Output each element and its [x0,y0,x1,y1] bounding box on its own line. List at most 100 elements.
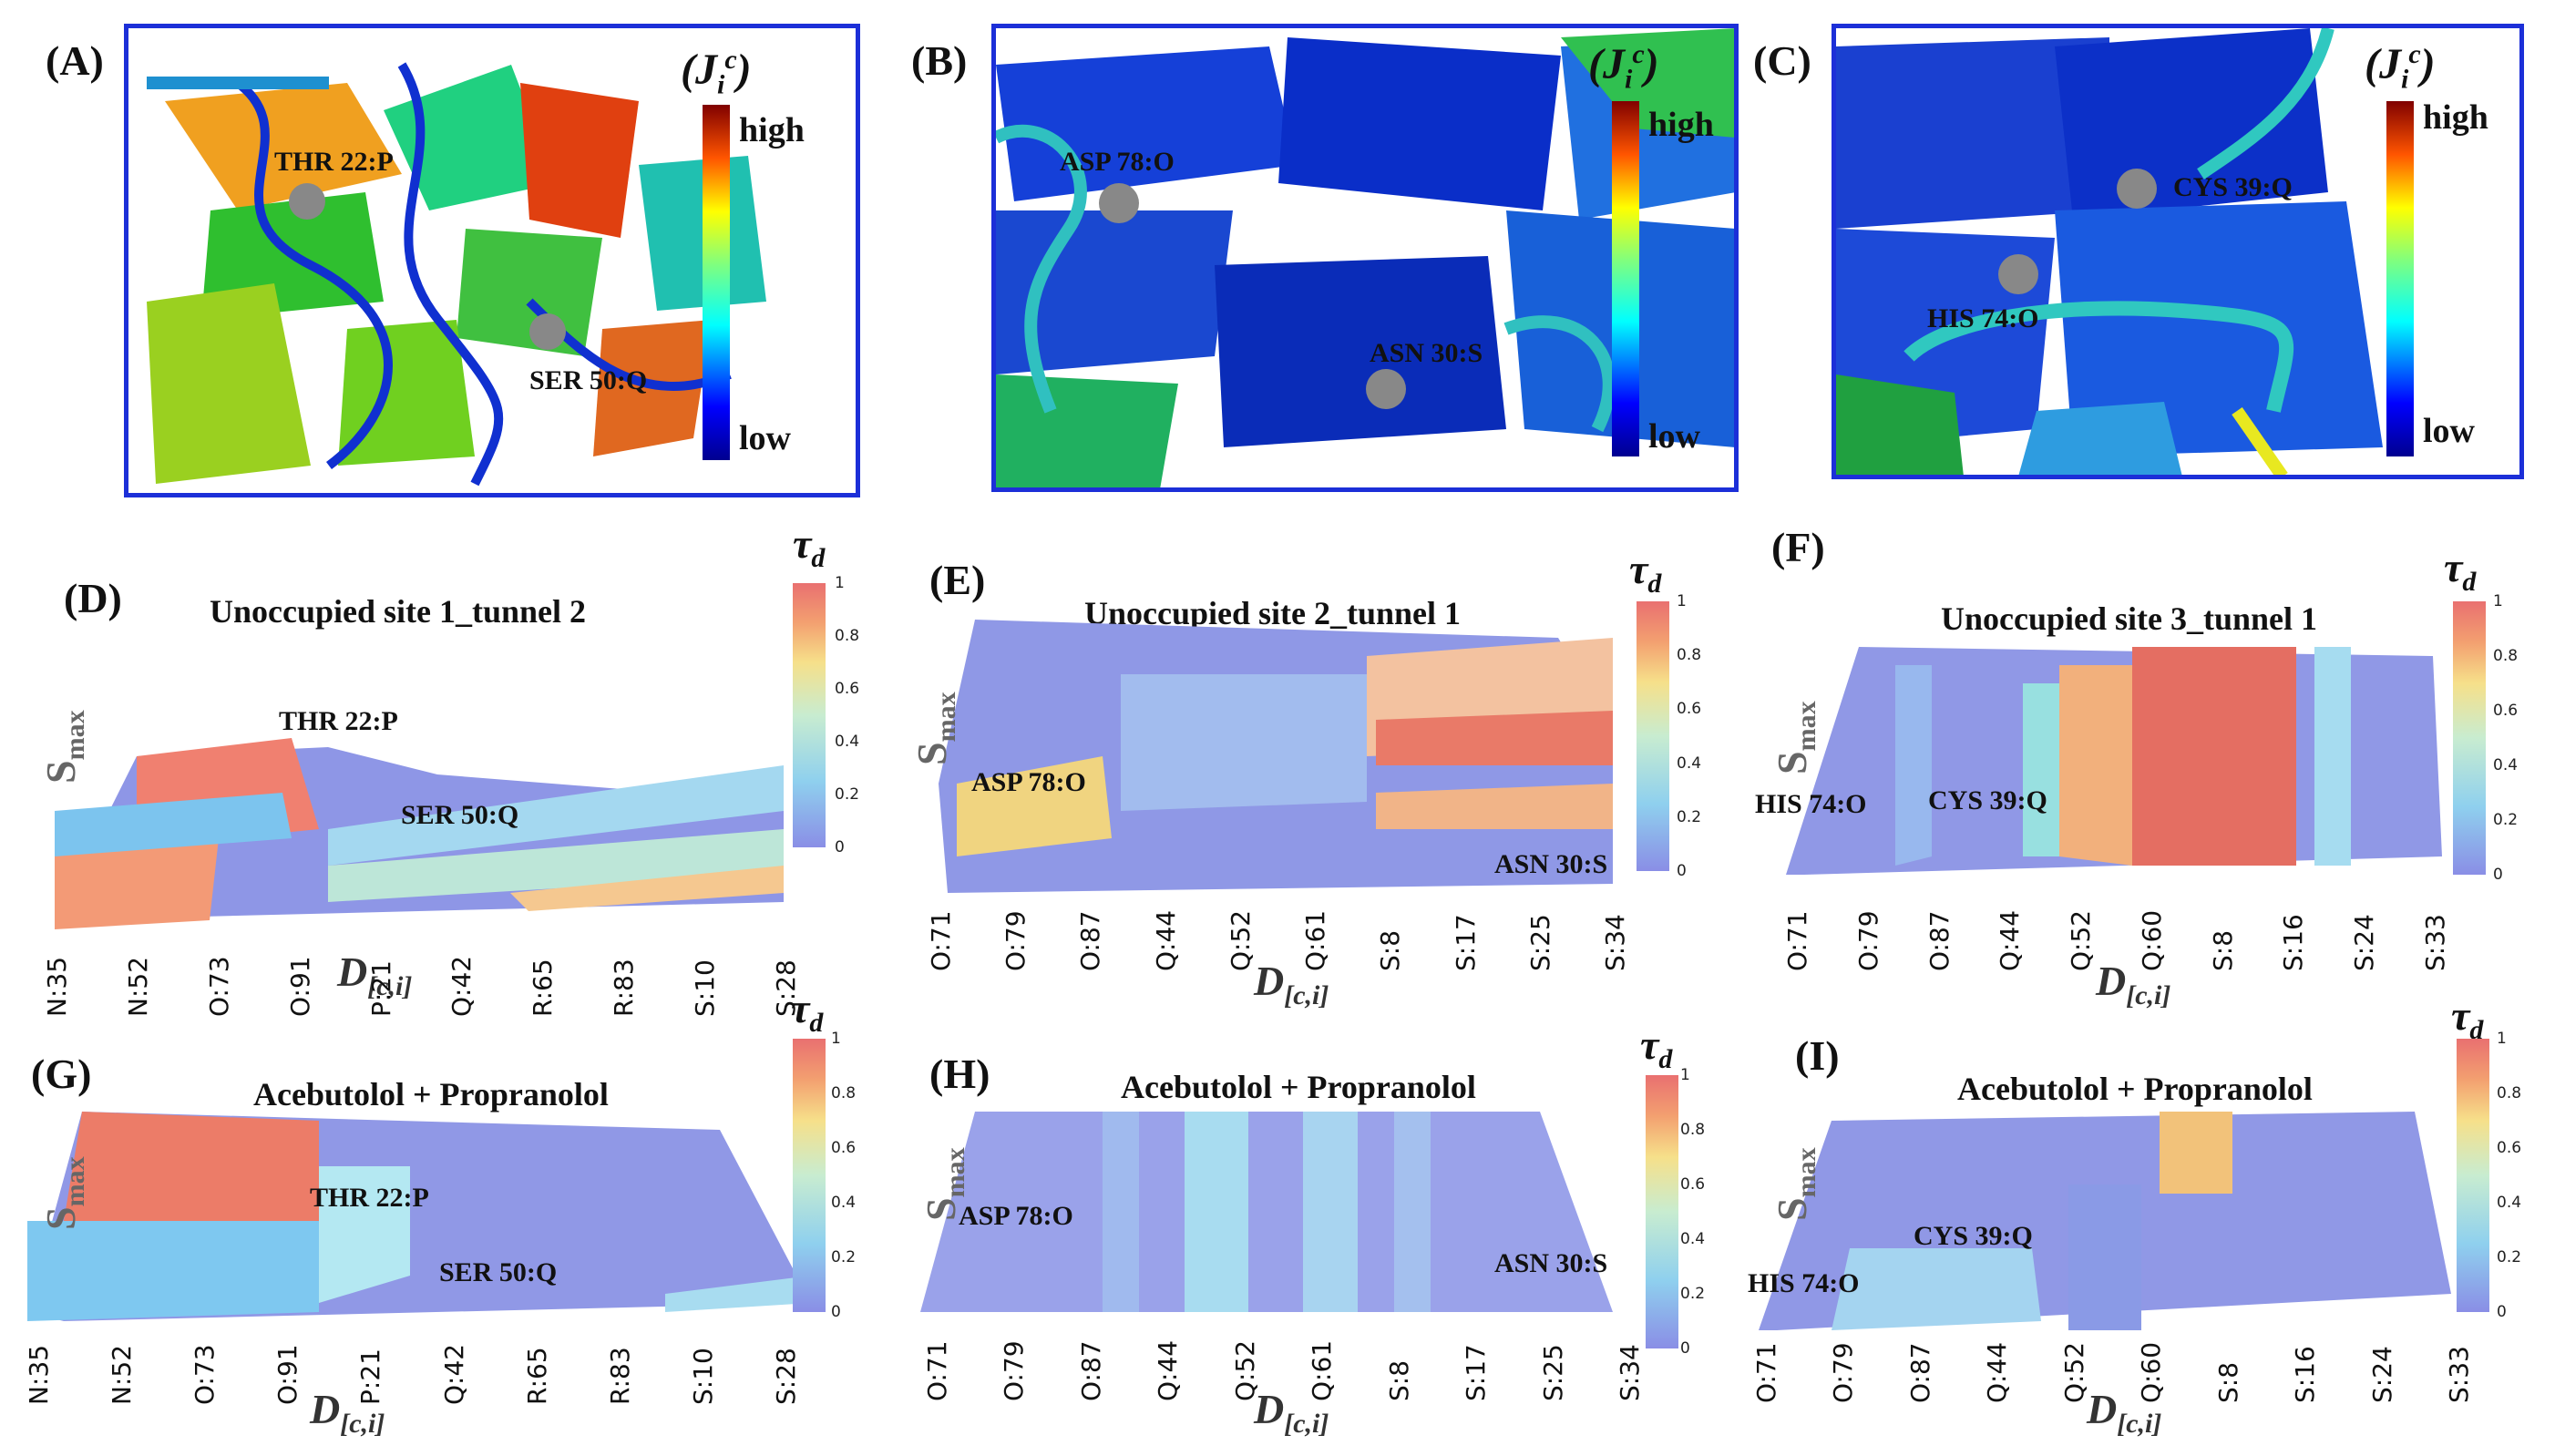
surface-panel-h: (H) Acebutolol + Propranolol ASP 78:O AS… [875,984,1705,1456]
colorbar-tick-label: 0 [1677,862,1687,880]
surface-panel-f: (F) Unoccupied site 3_tunnel 1 HIS 74:O … [1731,519,2555,1010]
plot-label-asp78o-e: ASP 78:O [971,767,1086,797]
colorbar-tick-label: 0.2 [2493,811,2519,829]
plot-label-cys39q-f: CYS 39:Q [1928,785,2047,815]
x-ticks-e: O:71 O:79 O:87 Q:44 Q:52 Q:61 S:8 S:17 S:25 S:34 [926,893,1630,971]
x-axis-label-g: D[c,i] [310,1386,385,1440]
colorbar-tick-label: 0.4 [2493,756,2519,774]
colorbar-d [793,583,826,847]
x-tick-label: R:83 [604,1347,635,1405]
x-axis-label-d: D[c,i] [337,948,413,1002]
y-axis-label-h: Smax [918,1147,971,1221]
colorbar-g [793,1039,826,1312]
panel-letter-f: (F) [1771,524,1825,570]
colorbar-tick-label: 0 [835,838,845,856]
structure-panel-a: THR 22:P SER 50:Q (Jic) high low [124,24,860,497]
colorbar-high-c: high [2423,98,2488,137]
plot-label-thr22p-d: THR 22:P [279,706,398,736]
y-axis-label-i: Smax [1769,1147,1822,1221]
x-tick-label: S:34 [1600,914,1630,971]
x-tick-label: Q:52 [2066,909,2097,971]
x-tick-label: O:87 [1075,1340,1106,1401]
colorbar-h [1646,1075,1678,1348]
colorbar-tick-label: 0.4 [1680,1230,1706,1248]
colorbar-tick-label: 0.4 [1677,754,1702,773]
x-axis-label-i: D[c,i] [2087,1386,2162,1440]
x-tick-label: Q:44 [1995,909,2026,971]
colorbar-tick-label: 0.4 [831,1194,857,1212]
surface-panel-g: (G) Acebutolol + Propranolol THR 22:P SE… [0,984,856,1456]
colorbar-tick-label: 0 [1680,1339,1690,1358]
y-axis-label-f: Smax [1769,701,1822,774]
x-tick-label: Q:42 [438,1343,469,1405]
x-tick-label: P:21 [355,1348,386,1405]
colorbar-tick-label: 0.4 [2497,1194,2522,1212]
colorbar-b [1612,101,1639,456]
x-tick-label: Q:61 [1300,909,1331,971]
plot-title-h: Acebutolol + Propranolol [1121,1069,1476,1105]
surface-panel-e: (E) Unoccupied site 2_tunnel 1 ASP 78:O … [875,519,1701,1010]
colorbar-low-a: low [739,419,791,457]
x-tick-label: S:8 [2207,929,2238,971]
x-tick-label: Q:61 [1307,1339,1338,1401]
colorbar-tick-label: 0.4 [835,733,860,751]
x-tick-label: S:17 [1450,914,1481,971]
x-tick-label: S:34 [1615,1344,1645,1401]
plot-label-cys39q-i: CYS 39:Q [1914,1221,2033,1251]
colorbar-tick-label: 0.6 [1680,1175,1706,1194]
colorbar-title-g: τd [791,985,824,1039]
colorbar-tick-label: 0.2 [1677,807,1702,826]
x-tick-label: O:71 [1751,1342,1781,1403]
x-tick-label: S:24 [2366,1346,2397,1403]
x-tick-label: S:28 [771,1348,801,1405]
plot-label-asn30s-h: ASN 30:S [1494,1248,1608,1278]
x-ticks-g: N:35 N:52 O:73 O:91 P:21 Q:42 R:65 R:83 S:10 S:28 [24,1327,801,1405]
residue-label-thr22p-a: THR 22:P [274,147,394,177]
colorbar-i [2457,1039,2489,1312]
protein-ribbon-b [996,28,1734,487]
panel-letter-a: (A) [46,37,104,84]
colorbar-ticks-f: 1 0.8 0.6 0.4 0.2 0 [2493,592,2518,884]
colorbar-ticks-i: 1 0.8 0.6 0.4 0.2 0 [2497,1030,2521,1321]
x-tick-label: N:35 [24,1344,54,1405]
residue-label-asn30s-b: ASN 30:S [1370,338,1483,368]
x-tick-label: S:16 [2278,914,2309,971]
x-ticks-d: N:35 N:52 O:73 O:91 P:21 Q:42 R:65 R:83 S:10 S:28 [42,938,801,1017]
x-tick-label: S:8 [1375,929,1406,971]
panel-letter-c: (C) [1753,37,1811,84]
plot-label-asp78o-h: ASP 78:O [959,1201,1073,1231]
colorbar-title-d: τd [793,520,826,574]
y-axis-label-d: Smax [37,710,91,784]
x-tick-label: O:79 [1828,1342,1859,1403]
structure-panel-c: CYS 39:Q HIS 74:O (Jic) high low [1832,24,2524,479]
colorbar-e [1637,601,1669,871]
colorbar-title-h: τd [1640,1021,1673,1075]
colorbar-ticks-d: 1 0.8 0.6 0.4 0.2 0 [835,574,859,856]
colorbar-title-a: (Jic) [681,45,752,100]
colorbar-a [703,105,730,460]
surface-d [55,738,784,929]
colorbar-tick-label: 0.8 [1677,646,1702,665]
panel-letter-d: (D) [64,575,122,621]
x-ticks-f: O:71 O:79 O:87 Q:44 Q:52 Q:60 S:8 S:16 S:24 S:33 [1782,893,2450,971]
residue-label-cys39q-c: CYS 39:Q [2173,172,2293,202]
x-tick-label: O:71 [926,910,956,971]
surface-i [1759,1112,2451,1330]
structure-panel-b: ASP 78:O ASN 30:S (Jic) high low [991,24,1739,492]
colorbar-tick-label: 0 [2497,1303,2507,1321]
x-tick-label: O:87 [1904,1342,1935,1403]
x-tick-label: O:79 [999,1340,1030,1401]
x-tick-label: O:87 [1075,910,1106,971]
colorbar-tick-label: 0.6 [2493,702,2519,720]
surface-panel-d: (D) Unoccupied site 1_tunnel 2 THR 22:P … [0,519,859,1017]
x-tick-label: S:25 [1524,914,1555,971]
colorbar-tick-label: 1 [2497,1030,2507,1048]
colorbar-tick-label: 0.2 [835,785,860,804]
colorbar-tick-label: 0.8 [1680,1121,1706,1139]
colorbar-title-e: τd [1629,546,1662,600]
colorbar-tick-label: 0.8 [2493,647,2519,665]
x-tick-label: Q:44 [1982,1341,2013,1403]
colorbar-title-f: τd [2444,544,2477,598]
panel-letter-b: (B) [911,37,968,84]
colorbar-ticks-g: 1 0.8 0.6 0.4 0.2 0 [831,1030,856,1321]
